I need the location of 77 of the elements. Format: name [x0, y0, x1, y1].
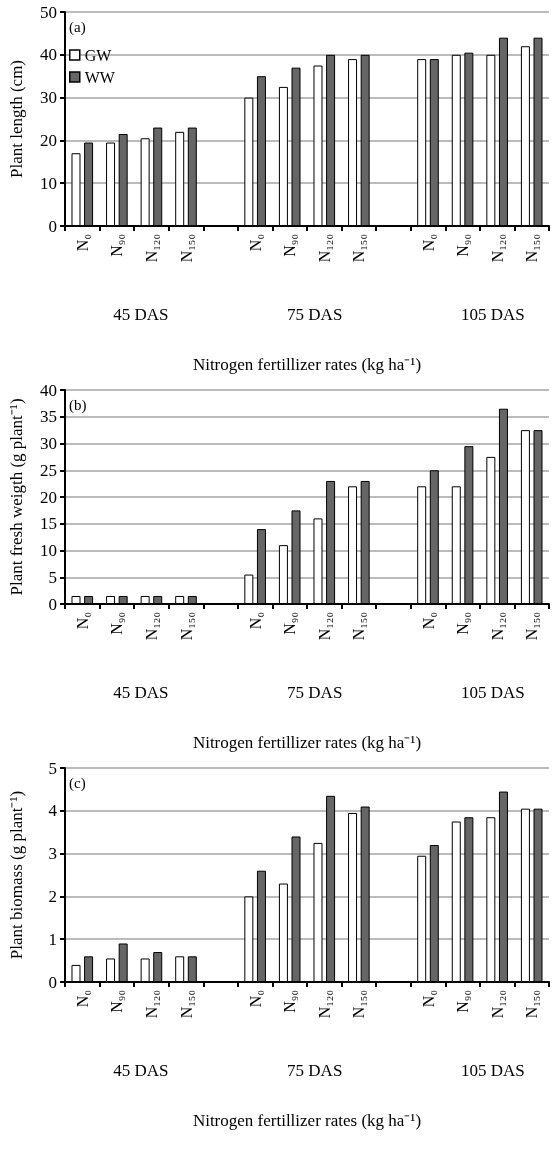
x-tick-label: N₉₀ [454, 612, 472, 635]
x-tick-label: N₁₅₀ [350, 612, 368, 641]
y-tick-label: 10 [40, 541, 57, 560]
y-tick-label: 25 [40, 460, 57, 480]
x-axis-title: Nitrogen fertillizer rates (kg ha⁻¹) [192, 355, 422, 374]
text: 75 DAS [287, 1061, 343, 1080]
text: 75 DAS [287, 305, 343, 324]
x-tick-label: N₀ [419, 990, 437, 1008]
x-tick-label: N₁₂₀ [488, 234, 506, 263]
x-tick-label: N₀ [73, 612, 91, 630]
y-axis-title: Plant fresh weigth (g plant⁻¹) [7, 398, 26, 596]
y-tick-label: 4 [48, 801, 58, 821]
x-tick-label: N₉₀ [454, 234, 472, 257]
text: 45 DAS [113, 683, 169, 702]
x-tick-label: N₀ [73, 990, 91, 1008]
x-tick-label: N₉₀ [281, 612, 299, 635]
text: 45 DAS [113, 1061, 169, 1080]
text: 105 DAS [461, 683, 525, 702]
x-tick-label: N₀ [419, 234, 437, 252]
text: 45 DAS [113, 305, 169, 324]
x-tick-label: N₁₅₀ [523, 234, 541, 263]
y-tick-label: 0 [48, 594, 57, 614]
y-tick-label: 30 [40, 88, 57, 108]
x-tick-label: N₉₀ [108, 990, 126, 1013]
chart-title: (a) [69, 18, 86, 36]
chart-title: (b) [69, 396, 87, 414]
x-axis-title: Nitrogen fertillizer rates (kg ha⁻¹) [192, 1111, 422, 1130]
x-tick-label: N₁₂₀ [142, 612, 160, 641]
legend-label: GW [84, 46, 113, 64]
y-tick-label: 35 [40, 407, 57, 427]
y-tick-label: 5 [48, 758, 57, 778]
y-tick-label: 20 [40, 487, 57, 507]
x-tick-label: N₉₀ [281, 990, 299, 1013]
x-tick-label: N₀ [419, 612, 437, 630]
x-tick-label: N₁₅₀ [350, 990, 368, 1019]
y-tick-label: 30 [40, 434, 57, 453]
x-tick-label: N₀ [246, 990, 264, 1008]
text: 105 DAS [461, 305, 525, 324]
y-tick-label: 5 [48, 567, 57, 587]
y-tick-label: 0 [48, 972, 57, 992]
x-tick-label: N₀ [246, 612, 264, 630]
y-tick-label: 40 [40, 380, 57, 400]
x-tick-label: N₉₀ [108, 234, 126, 257]
y-tick-label: 50 [40, 2, 57, 22]
y-tick-label: 2 [48, 886, 57, 906]
x-tick-label: N₉₀ [454, 990, 472, 1013]
x-tick-label: N₉₀ [108, 612, 126, 635]
y-tick-label: 3 [48, 844, 57, 864]
y-tick-label: 1 [48, 929, 57, 949]
text: 105 DAS [461, 1061, 525, 1080]
y-tick-label: 10 [40, 173, 57, 193]
x-tick-label: N₁₂₀ [142, 990, 160, 1019]
x-tick-label: N₁₅₀ [177, 612, 195, 641]
y-axis-title: Plant length (cm) [7, 59, 26, 179]
x-tick-label: N₀ [73, 234, 91, 252]
x-tick-label: N₁₂₀ [315, 612, 333, 641]
x-tick-label: N₁₂₀ [488, 612, 506, 641]
x-tick-label: N₁₂₀ [142, 234, 160, 263]
legend-label: WW [84, 68, 116, 86]
y-tick-label: 40 [40, 45, 57, 65]
x-tick-label: N₀ [246, 234, 264, 252]
chart-title: (c) [69, 774, 86, 792]
x-tick-label: N₁₅₀ [177, 234, 195, 263]
text: 75 DAS [287, 683, 343, 702]
x-tick-label: N₁₅₀ [350, 234, 368, 263]
x-tick-label: N₁₂₀ [315, 234, 333, 263]
x-axis-title: Nitrogen fertillizer rates (kg ha⁻¹) [192, 733, 422, 752]
y-tick-label: 0 [48, 216, 57, 236]
x-tick-label: N₁₅₀ [523, 990, 541, 1019]
x-tick-label: N₁₅₀ [523, 612, 541, 641]
x-tick-label: N₉₀ [281, 234, 299, 257]
y-tick-label: 15 [40, 514, 57, 534]
x-tick-label: N₁₂₀ [488, 990, 506, 1019]
x-tick-label: N₁₅₀ [177, 990, 195, 1019]
x-tick-label: N₁₂₀ [315, 990, 333, 1019]
y-axis-title: Plant biomass (g plant⁻¹) [7, 790, 26, 960]
y-tick-label: 20 [40, 130, 57, 150]
